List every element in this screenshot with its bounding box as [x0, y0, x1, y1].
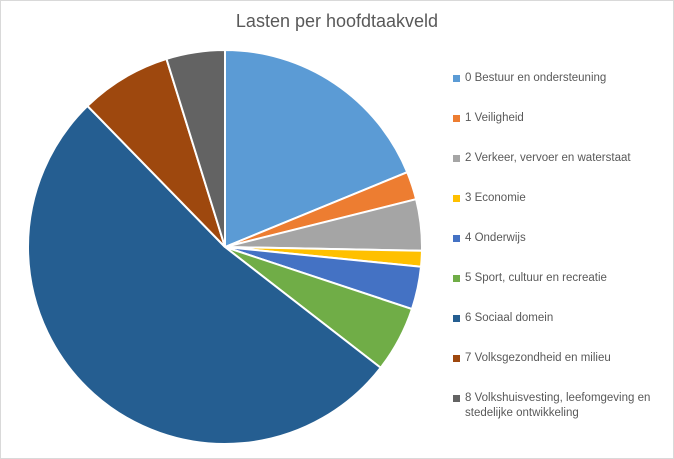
legend-label: 1 Veiligheid: [465, 112, 524, 124]
legend-item: 8 Volkshuisvesting, leefomgeving en sted…: [453, 391, 668, 421]
legend-swatch: [453, 115, 460, 122]
legend-label: 6 Sociaal domein: [465, 312, 554, 324]
legend-item: 2 Verkeer, vervoer en waterstaat: [453, 151, 668, 166]
legend-label: 4 Onderwijs: [465, 232, 526, 244]
legend-label: 3 Economie: [465, 192, 526, 204]
legend-item: 6 Sociaal domein: [453, 311, 668, 326]
chart-title: Lasten per hoofdtaakveld: [235, 11, 439, 31]
legend-item: 1 Veiligheid: [453, 111, 668, 126]
legend-swatch: [453, 315, 460, 322]
legend-swatch: [453, 75, 460, 82]
legend-label: 7 Volksgezondheid en milieu: [465, 352, 611, 364]
legend-item: 7 Volksgezondheid en milieu: [453, 351, 668, 366]
legend-label: 0 Bestuur en ondersteuning: [465, 72, 607, 84]
legend-label: 5 Sport, cultuur en recreatie: [465, 272, 607, 284]
legend-item: 0 Bestuur en ondersteuning: [453, 71, 668, 86]
legend-label: 2 Verkeer, vervoer en waterstaat: [465, 152, 631, 164]
pie-slice: [224, 48, 409, 249]
pie-slice: [165, 48, 226, 248]
legend-label: 8 Volkshuisvesting, leefomgeving en sted…: [465, 392, 651, 419]
legend-swatch: [453, 355, 460, 362]
legend-item: 5 Sport, cultuur en recreatie: [453, 271, 668, 286]
legend-swatch: [453, 155, 460, 162]
legend-swatch: [453, 235, 460, 242]
legend-swatch: [453, 195, 460, 202]
legend-item: 3 Economie: [453, 191, 668, 206]
legend-item: 4 Onderwijs: [453, 231, 668, 246]
pie-slice: [27, 104, 383, 445]
legend-swatch: [453, 395, 460, 402]
legend-swatch: [453, 275, 460, 282]
